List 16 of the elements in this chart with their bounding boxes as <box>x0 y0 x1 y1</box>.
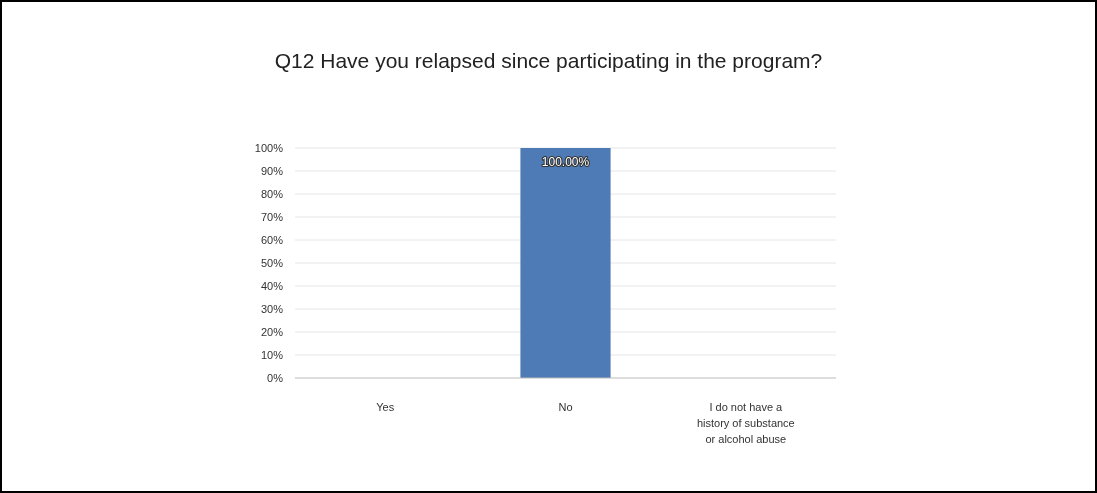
y-tick-label: 40% <box>260 279 284 292</box>
y-tick-label: 90% <box>260 164 284 177</box>
y-tick-label: 10% <box>260 348 284 361</box>
y-tick-label: 70% <box>260 210 284 223</box>
data-label: 100.00% <box>541 155 590 169</box>
chart-title: Q12 Have you relapsed since participating in the program? <box>274 49 823 72</box>
x-tick-label: I do not have a history of substance or alcohol abuse <box>696 401 795 445</box>
y-tick-label: 20% <box>260 325 284 338</box>
y-tick-label: 50% <box>260 256 284 269</box>
y-tick-label: 60% <box>260 233 284 246</box>
y-tick-label: 80% <box>260 187 284 200</box>
x-tick-label: No <box>558 401 573 413</box>
y-tick-label: 100% <box>254 141 284 154</box>
y-tick-label: 0% <box>267 371 284 384</box>
x-tick-label: Yes <box>376 401 395 413</box>
y-tick-label: 30% <box>260 302 284 315</box>
